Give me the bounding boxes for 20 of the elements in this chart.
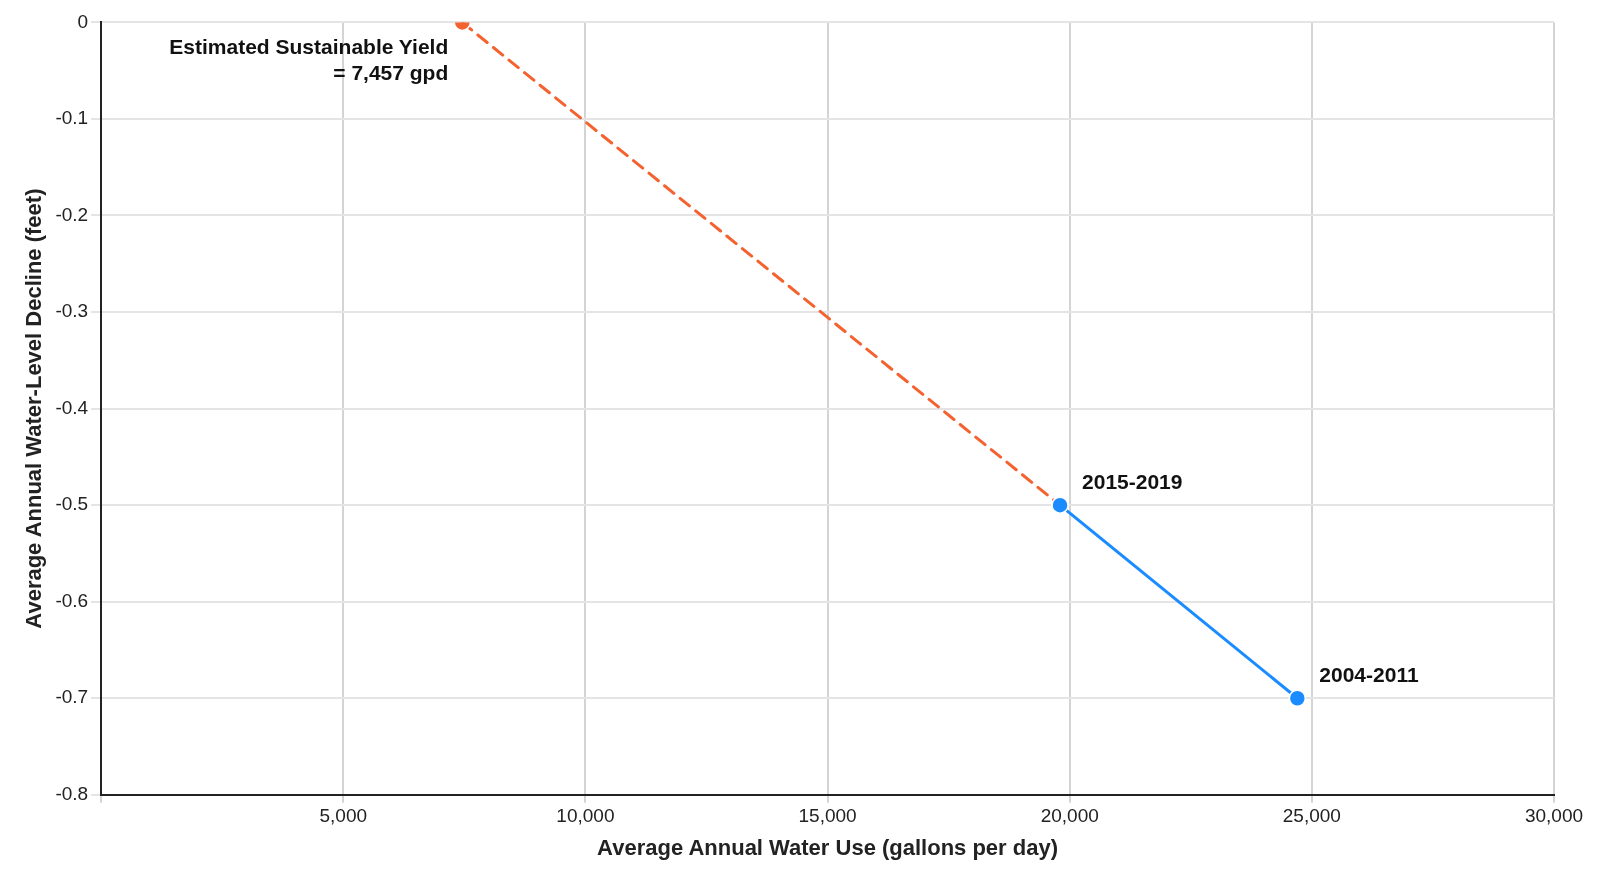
y-tick-label: -0.6 [55,589,89,611]
y-tick-label: -0.4 [55,396,89,418]
x-tick-label: 15,000 [798,805,857,827]
x-tick-label: 25,000 [1282,805,1341,827]
annotation: 2004-2011 [1319,663,1419,687]
x-axis-title: Average Annual Water Use (gallons per day) [597,834,1059,860]
y-tick-label: -0.5 [55,493,89,515]
x-tick-label: 30,000 [1524,805,1584,827]
x-tick-label: 20,000 [1040,805,1099,827]
y-tick-label: -0.1 [55,107,89,129]
y-axis-title: Average Annual Water-Level Decline (feet) [21,188,47,629]
y-tick-label: -0.8 [55,783,89,805]
annotation: Estimated Sustainable Yield = 7,457 gpd [169,35,449,85]
x-tick-label: 10,000 [556,805,615,827]
y-tick-label: -0.2 [55,203,89,225]
y-tick-label: 0 [77,10,89,32]
y-tick-label: -0.3 [55,300,89,322]
x-tick-label: 5,000 [319,805,368,827]
annotation: 2015-2019 [1082,469,1183,493]
y-tick-label: -0.7 [55,686,89,708]
